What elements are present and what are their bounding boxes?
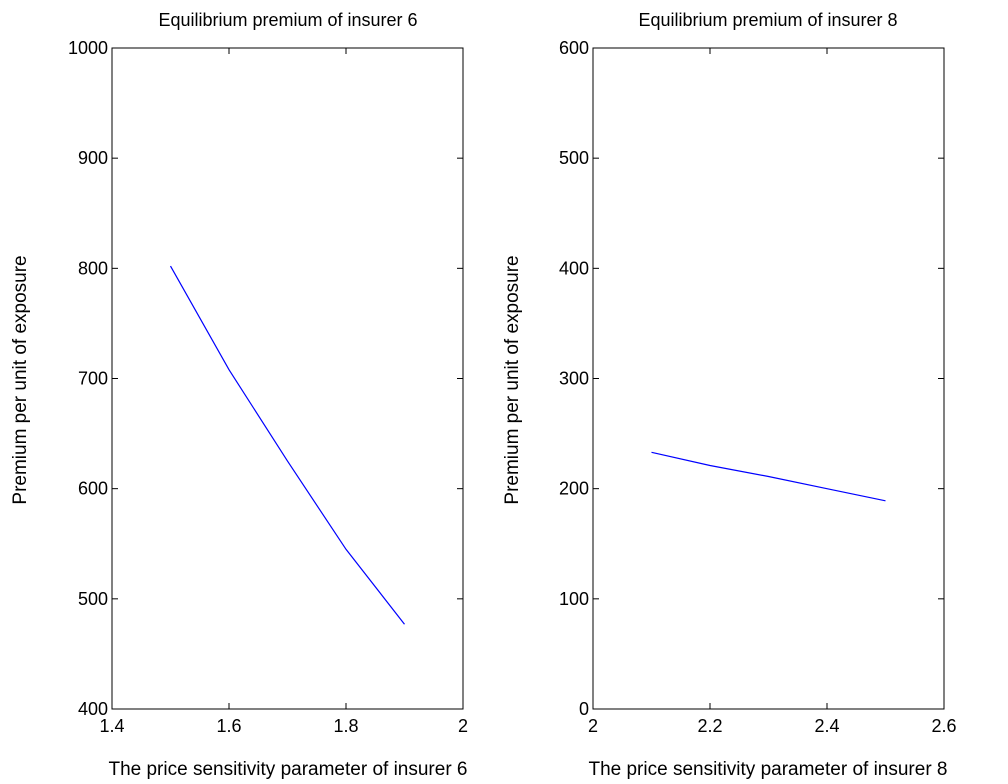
chart-insurer-8: Equilibrium premium of insurer 8 The pri… [502, 10, 957, 780]
series-line [169, 265, 405, 625]
chart-title: Equilibrium premium of insurer 6 [158, 10, 417, 30]
x-tick-label: 1.8 [333, 716, 358, 736]
y-axis-label: Premium per unit of exposure [502, 255, 523, 504]
x-axis-label: The price sensitivity parameter of insur… [108, 759, 467, 780]
chart-title: Equilibrium premium of insurer 8 [638, 10, 897, 30]
x-tick-label: 1.4 [99, 716, 124, 736]
y-tick-label: 0 [579, 699, 589, 719]
y-tick-label: 400 [78, 699, 108, 719]
y-tick-label: 600 [78, 479, 108, 499]
y-tick-label: 1000 [68, 38, 108, 58]
y-tick-label: 600 [559, 38, 589, 58]
chart-insurer-6: Equilibrium premium of insurer 6 The pri… [10, 10, 468, 780]
y-tick-label: 200 [559, 479, 589, 499]
y-tick-label: 700 [78, 369, 108, 389]
x-tick-label: 1.6 [216, 716, 241, 736]
y-tick-label: 900 [78, 148, 108, 168]
plot-frame [111, 47, 464, 710]
y-tick-label: 300 [559, 369, 589, 389]
series-line [651, 451, 886, 502]
x-tick-label: 2.6 [931, 716, 956, 736]
y-tick-label: 100 [559, 589, 589, 609]
y-tick-label: 400 [559, 258, 589, 278]
plot-frame [592, 47, 945, 710]
y-tick-label: 500 [78, 589, 108, 609]
x-tick-label: 2.4 [814, 716, 839, 736]
y-tick-label: 500 [559, 148, 589, 168]
y-axis-label: Premium per unit of exposure [10, 255, 31, 504]
x-tick-label: 2.2 [697, 716, 722, 736]
x-tick-label: 2 [588, 716, 598, 736]
y-tick-label: 800 [78, 258, 108, 278]
x-axis-label: The price sensitivity parameter of insur… [588, 759, 947, 780]
x-tick-label: 2 [458, 716, 468, 736]
